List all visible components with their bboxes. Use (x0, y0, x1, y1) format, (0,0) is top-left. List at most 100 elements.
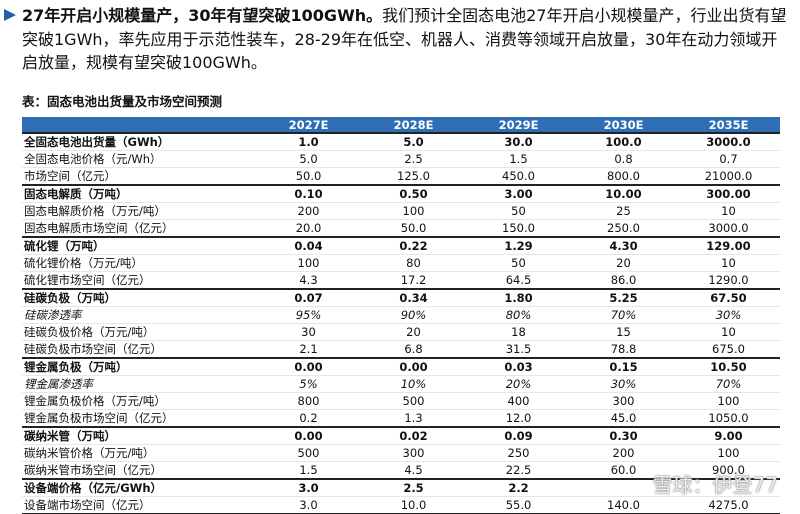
table-cell: 2.2 (465, 478, 570, 497)
table-cell: 20% (465, 375, 570, 393)
table-cell: 4.5 (360, 461, 465, 480)
table-cell: 3000.0 (675, 219, 780, 238)
table-cell: 1.3 (360, 409, 465, 428)
forecast-table: 2027E 2028E 2029E 2030E 2035E 全固态电池出货量（GWh） 1… (22, 117, 780, 514)
table-cell: 10.50 (675, 357, 780, 376)
table-cell: 1.0 (255, 132, 360, 151)
table-cell: 80 (360, 254, 465, 272)
table-cell: 300 (360, 444, 465, 462)
table-cell: 140.0 (570, 496, 675, 514)
table-cell: 0.07 (255, 288, 360, 307)
table-cell: 0.10 (255, 184, 360, 203)
table-cell: 0.15 (570, 357, 675, 376)
table-row: 设备端价格（亿元/GWh） 3.0 2.5 2.2 (22, 478, 780, 497)
table-cell: 0.09 (465, 426, 570, 445)
table-cell: 78.8 (570, 340, 675, 359)
row-label: 固态电解质价格（万元/吨） (22, 202, 255, 220)
row-label: 固态电解质（万吨） (22, 184, 255, 203)
table-cell: 10.00 (570, 184, 675, 203)
table-cell: 300.00 (675, 184, 780, 203)
table-cell: 50 (465, 202, 570, 220)
row-label: 全固态电池价格（元/Wh） (22, 150, 255, 168)
table-cell: 1290.0 (675, 271, 780, 290)
row-label: 设备端市场空间（亿元） (22, 496, 255, 514)
table-row: 碳纳米管价格（万元/吨） 500 300 250 200 100 (22, 444, 780, 462)
row-label: 全固态电池出货量（GWh） (22, 132, 255, 151)
table-cell: 2.5 (360, 478, 465, 497)
table-row: 硅碳负极（万吨） 0.07 0.34 1.80 5.25 67.50 (22, 288, 780, 307)
table-cell: 0.7 (675, 150, 780, 168)
table-cell: 22.5 (465, 461, 570, 480)
column-header: 2030E (570, 117, 675, 133)
table-row: 碳纳米管（万吨） 0.00 0.02 0.09 0.30 9.00 (22, 426, 780, 445)
table-cell: 1.80 (465, 288, 570, 307)
table-cell: 90% (360, 306, 465, 324)
table-cell: 100 (675, 444, 780, 462)
table-cell: 4275.0 (675, 496, 780, 514)
table-cell: 0.22 (360, 236, 465, 255)
row-label: 硫化锂价格（万元/吨） (22, 254, 255, 272)
table-row: 硅碳负极价格（万元/吨） 30 20 18 15 10 (22, 323, 780, 341)
table-row: 锂金属负极价格（万元/吨） 800 500 400 300 100 (22, 392, 780, 410)
table-cell: 400 (465, 392, 570, 410)
table-cell: 3.0 (255, 478, 360, 497)
intro-paragraph: 27年开启小规模量产，30年有望突破100GWh。我们预计全固态电池27年开启小… (22, 4, 792, 75)
table-row: 硫化锂（万吨） 0.04 0.22 1.29 4.30 129.00 (22, 236, 780, 255)
table-cell: 5.0 (360, 132, 465, 151)
table-cell: 6.8 (360, 340, 465, 359)
table-row: 锂金属负极（万吨） 0.00 0.00 0.03 0.15 10.50 (22, 357, 780, 376)
row-label: 硅碳负极市场空间（亿元） (22, 340, 255, 359)
table-cell: 15 (570, 323, 675, 341)
table-cell: 86.0 (570, 271, 675, 290)
table-cell: 100 (675, 392, 780, 410)
table-cell: 450.0 (465, 167, 570, 186)
table-cell: 17.2 (360, 271, 465, 290)
table-cell: 0.50 (360, 184, 465, 203)
row-label: 设备端价格（亿元/GWh） (22, 478, 255, 497)
table-cell: 0.02 (360, 426, 465, 445)
table-cell: 250.0 (570, 219, 675, 238)
table-cell: 4.3 (255, 271, 360, 290)
table-cell: 18 (465, 323, 570, 341)
table-cell: 30% (675, 306, 780, 324)
table-row: 锂金属负极市场空间（亿元） 0.2 1.3 12.0 45.0 1050.0 (22, 409, 780, 428)
table-row: 市场空间（亿元） 50.0 125.0 450.0 800.0 21000.0 (22, 167, 780, 186)
table-cell: 1.29 (465, 236, 570, 255)
table-row: 硫化锂价格（万元/吨） 100 80 50 20 10 (22, 254, 780, 272)
table-cell: 5% (255, 375, 360, 393)
table-row: 硅碳渗透率 95% 90% 80% 70% 30% (22, 306, 780, 324)
header-row: 2027E 2028E 2029E 2030E 2035E (22, 117, 780, 133)
table-row: 固态电解质（万吨） 0.10 0.50 3.00 10.00 300.00 (22, 184, 780, 203)
table-cell: 800.0 (570, 167, 675, 186)
table-cell: 10 (675, 254, 780, 272)
table-cell: 5.0 (255, 150, 360, 168)
table-cell: 9.00 (675, 426, 780, 445)
table-cell: 200 (570, 444, 675, 462)
table-row: 硫化锂市场空间（亿元） 4.3 17.2 64.5 86.0 1290.0 (22, 271, 780, 290)
bullet-icon (4, 9, 16, 21)
row-label: 碳纳米管市场空间（亿元） (22, 461, 255, 480)
table-cell: 0.30 (570, 426, 675, 445)
table-row: 锂金属渗透率 5% 10% 20% 30% 70% (22, 375, 780, 393)
table-cell: 95% (255, 306, 360, 324)
table-cell: 30.0 (465, 132, 570, 151)
row-label: 硅碳渗透率 (22, 306, 255, 324)
table-cell: 21000.0 (675, 167, 780, 186)
row-label: 市场空间（亿元） (22, 167, 255, 186)
intro-text: 我们预计全固态电池27年开启小规模量产，行业出货有望突破1GWh，率先应用于示范… (22, 6, 787, 72)
table-cell (570, 478, 675, 497)
table-cell: 3.0 (255, 496, 360, 514)
table-cell: 31.5 (465, 340, 570, 359)
row-label: 碳纳米管价格（万元/吨） (22, 444, 255, 462)
table-cell: 200 (255, 202, 360, 220)
table-cell: 10 (675, 323, 780, 341)
table-cell: 45.0 (570, 409, 675, 428)
table-cell: 500 (360, 392, 465, 410)
column-header: 2035E (675, 117, 780, 133)
table-cell: 55.0 (465, 496, 570, 514)
intro-bold: 27年开启小规模量产，30年有望突破100GWh。 (22, 6, 383, 25)
row-label: 锂金属负极价格（万元/吨） (22, 392, 255, 410)
table-cell: 100.0 (570, 132, 675, 151)
table-cell: 1.5 (465, 150, 570, 168)
column-header: 2028E (360, 117, 465, 133)
